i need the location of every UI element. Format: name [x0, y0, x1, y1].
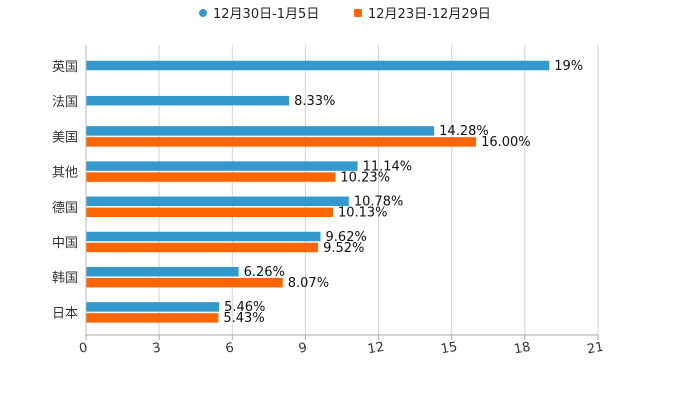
bar-series-1 — [86, 95, 290, 106]
bar-series-1 — [86, 161, 358, 171]
bar-series-1 — [86, 302, 220, 312]
bar-series-1 — [86, 60, 550, 71]
bar-series-2 — [86, 207, 333, 218]
data-label: 16.00% — [481, 135, 531, 150]
bar-series-2 — [86, 137, 477, 147]
bar-series-2 — [86, 277, 283, 288]
x-tick-label: 18 — [513, 340, 532, 358]
x-tick-label: 15 — [440, 340, 459, 358]
legend-marker-series-1 — [199, 9, 207, 17]
data-label: 14.28% — [439, 124, 489, 139]
bar-series-1 — [86, 231, 321, 242]
x-tick-label: 6 — [224, 340, 235, 356]
data-label: 10.78% — [354, 195, 404, 210]
data-label: 9.52% — [323, 241, 364, 256]
y-tick-label: 日本 — [52, 306, 78, 321]
y-tick-label: 韩国 — [52, 271, 78, 286]
y-tick-label: 英国 — [52, 60, 78, 75]
x-tick-label: 3 — [151, 340, 162, 356]
y-tick-label: 中国 — [52, 236, 78, 251]
legend-label: 12月23日-12月29日 — [368, 7, 491, 22]
legend-label: 12月30日-1月5日 — [213, 7, 319, 22]
x-tick-label: 12 — [367, 340, 386, 358]
x-tick-label: 9 — [297, 340, 308, 356]
bar-series-2 — [86, 172, 336, 182]
y-tick-label: 其他 — [52, 166, 78, 181]
y-tick-label: 美国 — [52, 130, 78, 145]
data-label: 5.43% — [223, 311, 264, 326]
grid-lines — [158, 45, 599, 335]
data-label: 10.13% — [338, 206, 388, 221]
data-label: 19% — [554, 59, 583, 74]
bar-series-1 — [86, 126, 435, 136]
data-label: 10.23% — [340, 170, 390, 185]
y-tick-label: 法国 — [52, 95, 78, 110]
x-tick-label: 0 — [78, 340, 89, 356]
bar-series-1 — [86, 266, 239, 277]
x-tick-label: 21 — [586, 340, 605, 358]
legend-marker-series-2 — [354, 9, 362, 17]
bar-series-2 — [86, 242, 319, 253]
data-label: 8.33% — [294, 94, 335, 109]
data-label: 11.14% — [363, 159, 413, 174]
data-label: 5.46% — [224, 300, 265, 315]
data-label: 8.07% — [288, 276, 329, 291]
data-label: 6.26% — [244, 265, 285, 280]
bar-series-2 — [86, 313, 219, 323]
legend: 12月30日-1月5日 12月23日-12月29日 — [199, 7, 491, 22]
bars: 19% 8.33% 14.28%16.00% 11.14%10.23% 10.78%10… — [86, 59, 583, 326]
y-tick-label: 德国 — [52, 201, 78, 216]
bar-series-1 — [86, 196, 349, 207]
data-label: 9.62% — [326, 230, 367, 245]
